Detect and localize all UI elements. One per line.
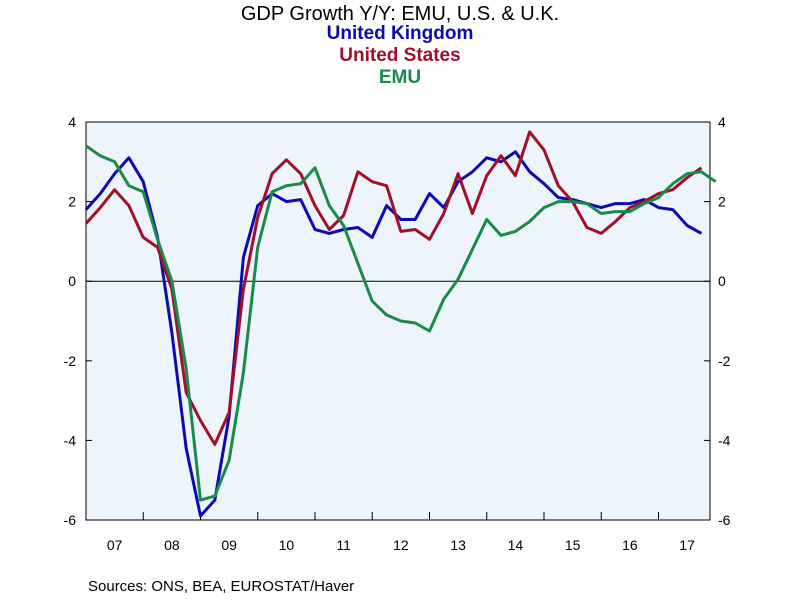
y-tick-label-left: 0 xyxy=(68,273,76,289)
title-legend-united-kingdom: United Kingdom xyxy=(326,23,474,44)
x-tick-label: 10 xyxy=(279,537,295,553)
y-tick-label-right: -6 xyxy=(718,512,731,528)
y-tick-label-left: -6 xyxy=(64,512,77,528)
y-tick-label-left: -2 xyxy=(64,353,77,369)
x-tick-label: 12 xyxy=(393,537,409,553)
source-note: Sources: ONS, BEA, EUROSTAT/Haver xyxy=(88,578,355,595)
x-tick-label: 16 xyxy=(622,537,638,553)
x-tick-label: 17 xyxy=(679,537,695,553)
series-line-emu xyxy=(85,144,717,502)
x-tick-label: 13 xyxy=(450,537,466,553)
x-tick-label: 07 xyxy=(107,537,123,553)
y-tick-label-left: 2 xyxy=(68,194,76,210)
x-tick-label: 14 xyxy=(508,537,524,553)
y-tick-label-left: -4 xyxy=(64,432,77,448)
x-tick-label: 11 xyxy=(336,537,351,553)
x-tick-label: 09 xyxy=(221,537,237,553)
y-tick-label-left: 4 xyxy=(68,114,76,130)
y-tick-label-right: -4 xyxy=(718,432,731,448)
y-tick-label-right: 2 xyxy=(718,194,726,210)
chart-title: GDP Growth Y/Y: EMU, U.S. & U.K. xyxy=(240,3,560,25)
x-tick-label: 08 xyxy=(164,537,180,553)
x-tick-label: 15 xyxy=(565,537,581,553)
y-tick-label-right: 0 xyxy=(718,273,726,289)
y-tick-label-right: -2 xyxy=(718,353,731,369)
title-legend-emu: EMU xyxy=(378,67,422,88)
y-tick-label-right: 4 xyxy=(718,114,726,130)
title-legend-united-states: United States xyxy=(339,45,461,66)
